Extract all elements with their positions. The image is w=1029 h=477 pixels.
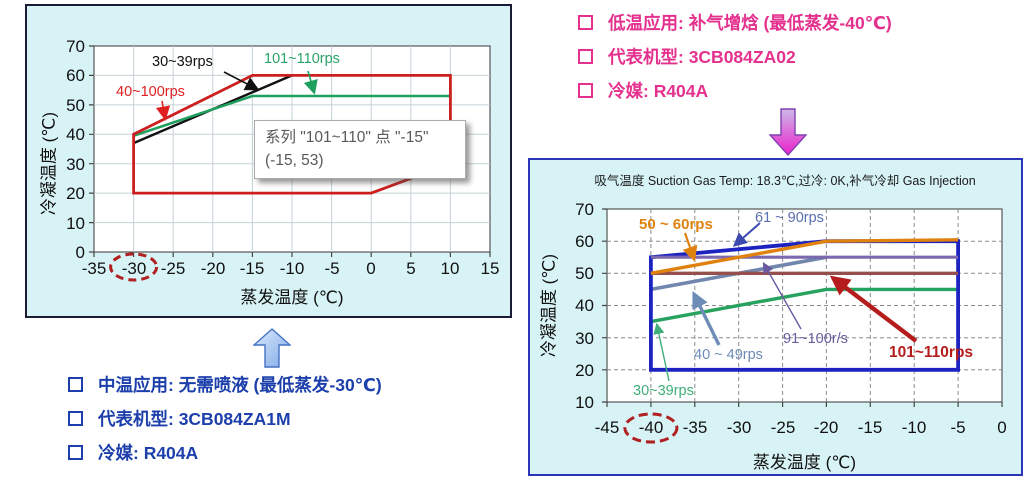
mid-temp-info-block: 中温应用: 无需喷液 (最低蒸发-30℃) 代表机型: 3CB084ZA1M 冷… (68, 372, 382, 474)
chart-title: 吸气温度 Suction Gas Temp: 18.3℃,过冷: 0K,补气冷却… (594, 174, 976, 188)
series-label-50-60rps: 50 ~ 60rps (639, 216, 713, 233)
x-tick: 0 (366, 259, 376, 278)
info-text: 代表机型: 3CB084ZA1M (98, 409, 291, 429)
square-bullet-icon (578, 15, 593, 30)
x-tick: -5 (324, 259, 340, 278)
info-text: 低温应用: 补气增焓 (最低蒸发-40℃) (608, 13, 892, 33)
y-tick: 10 (575, 393, 594, 412)
info-row: 代表机型: 3CB084ZA1M (68, 406, 382, 431)
info-text: 冷媒: R404A (608, 81, 709, 101)
square-bullet-icon (68, 411, 83, 426)
x-tick: -20 (200, 259, 226, 278)
low-temp-chart-canvas (602, 208, 1003, 444)
y-tick: 70 (575, 200, 594, 219)
y-axis-title: 冷凝温度 (℃) (539, 253, 559, 358)
x-tick: -15 (857, 418, 883, 437)
leader-arrow-30-39 (223, 71, 260, 91)
leader-arrow-50-60 (682, 232, 698, 262)
info-row: 代表机型: 3CB084ZA02 (578, 44, 892, 69)
chart-tooltip: 系列 "101~110" 点 "-15" (-15, 53) (254, 120, 466, 179)
info-row: 冷媒: R404A (68, 440, 382, 465)
up-arrow-icon (253, 328, 291, 368)
series-50-60rps (650, 238, 959, 275)
y-tick: 10 (66, 214, 85, 233)
leader-arrow-40-49 (692, 290, 721, 346)
y-tick: 30 (575, 329, 594, 348)
info-text: 中温应用: 无需喷液 (最低蒸发-30℃) (98, 375, 382, 395)
series-label-101-110rps: 101~110rps (889, 344, 974, 361)
x-tick: -30 (121, 259, 147, 278)
series-101-110rps (133, 94, 451, 138)
x-tick: -20 (813, 418, 839, 437)
series-label-101-110rps: 101~110rps (264, 51, 340, 67)
square-bullet-icon (68, 377, 83, 392)
y-tick: 40 (575, 296, 594, 315)
x-tick: 15 (480, 259, 500, 278)
x-tick: -25 (160, 259, 186, 278)
y-tick: 20 (66, 184, 85, 203)
leader-arrow-101-110 (303, 70, 318, 95)
info-text: 冷媒: R404A (98, 443, 199, 463)
highlight-ellipse-minus30 (109, 252, 159, 282)
low-temp-info-block: 低温应用: 补气增焓 (最低蒸发-40℃) 代表机型: 3CB084ZA02 冷… (578, 10, 892, 112)
x-tick: -40 (638, 418, 664, 437)
axis-ticks (602, 208, 1003, 407)
x-tick: -45 (594, 418, 620, 437)
info-row: 中温应用: 无需喷液 (最低蒸发-30℃) (68, 372, 382, 397)
y-tick: 70 (66, 37, 85, 56)
series-30-39rps (650, 287, 959, 324)
info-row: 低温应用: 补气增焓 (最低蒸发-40℃) (578, 10, 892, 35)
leader-arrow-30-39 (653, 322, 670, 382)
series-label-30-39rps: 30~39rps (152, 54, 213, 70)
mid-temp-chart-panel: 冷凝温度 (℃) 蒸发温度 (℃) 70 60 50 40 30 20 10 0… (25, 4, 512, 318)
tooltip-line1: 系列 "101~110" 点 "-15" (265, 129, 429, 146)
y-tick: 20 (575, 361, 594, 380)
x-tick: -10 (279, 259, 305, 278)
x-tick: -15 (239, 259, 265, 278)
x-tick: 10 (440, 259, 460, 278)
x-tick: -35 (682, 418, 708, 437)
series-label-91-100rs: 91~100r/s (783, 331, 848, 347)
x-tick: -35 (81, 259, 107, 278)
series-label-40-49rps: 40 ~ 49rps (694, 347, 763, 363)
info-text: 代表机型: 3CB084ZA02 (608, 47, 796, 67)
tooltip-line2: (-15, 53) (265, 152, 324, 170)
y-tick: 60 (575, 232, 594, 251)
x-tick: 5 (406, 259, 416, 278)
series-label-61-90rps: 61 ~ 90rps (755, 210, 824, 226)
y-tick: 50 (575, 264, 594, 283)
x-tick: -30 (726, 418, 752, 437)
x-tick: -25 (770, 418, 796, 437)
x-axis-title: 蒸发温度 (℃) (240, 288, 344, 307)
square-bullet-icon (578, 49, 593, 64)
y-tick: 50 (66, 96, 85, 115)
x-axis-title: 蒸发温度 (℃) (752, 453, 857, 472)
square-bullet-icon (68, 445, 83, 460)
info-row: 冷媒: R404A (578, 78, 892, 103)
axis-ticks (89, 45, 491, 257)
x-tick: -10 (901, 418, 927, 437)
series-label-30-39rps: 30~39rps (633, 383, 694, 399)
highlight-ellipse-minus40 (623, 412, 679, 444)
y-tick: 40 (66, 125, 85, 144)
leader-arrow-101-110 (829, 275, 918, 343)
leader-arrow-40-100 (155, 100, 171, 121)
y-tick: 60 (66, 66, 85, 85)
low-temp-chart-panel: 吸气温度 Suction Gas Temp: 18.3℃,过冷: 0K,补气冷却… (528, 158, 1023, 476)
series-40-100rps-envelope (132, 74, 452, 195)
x-tick: -5 (950, 418, 966, 437)
square-bullet-icon (578, 83, 593, 98)
y-tick: 30 (66, 155, 85, 174)
series-label-40-100rps: 40~100rps (116, 84, 185, 100)
down-arrow-icon (769, 108, 807, 156)
leader-arrow-61-90 (732, 222, 761, 247)
leader-arrow-91-100 (762, 262, 802, 330)
y-tick: 0 (75, 243, 85, 262)
x-tick: 0 (997, 418, 1007, 437)
